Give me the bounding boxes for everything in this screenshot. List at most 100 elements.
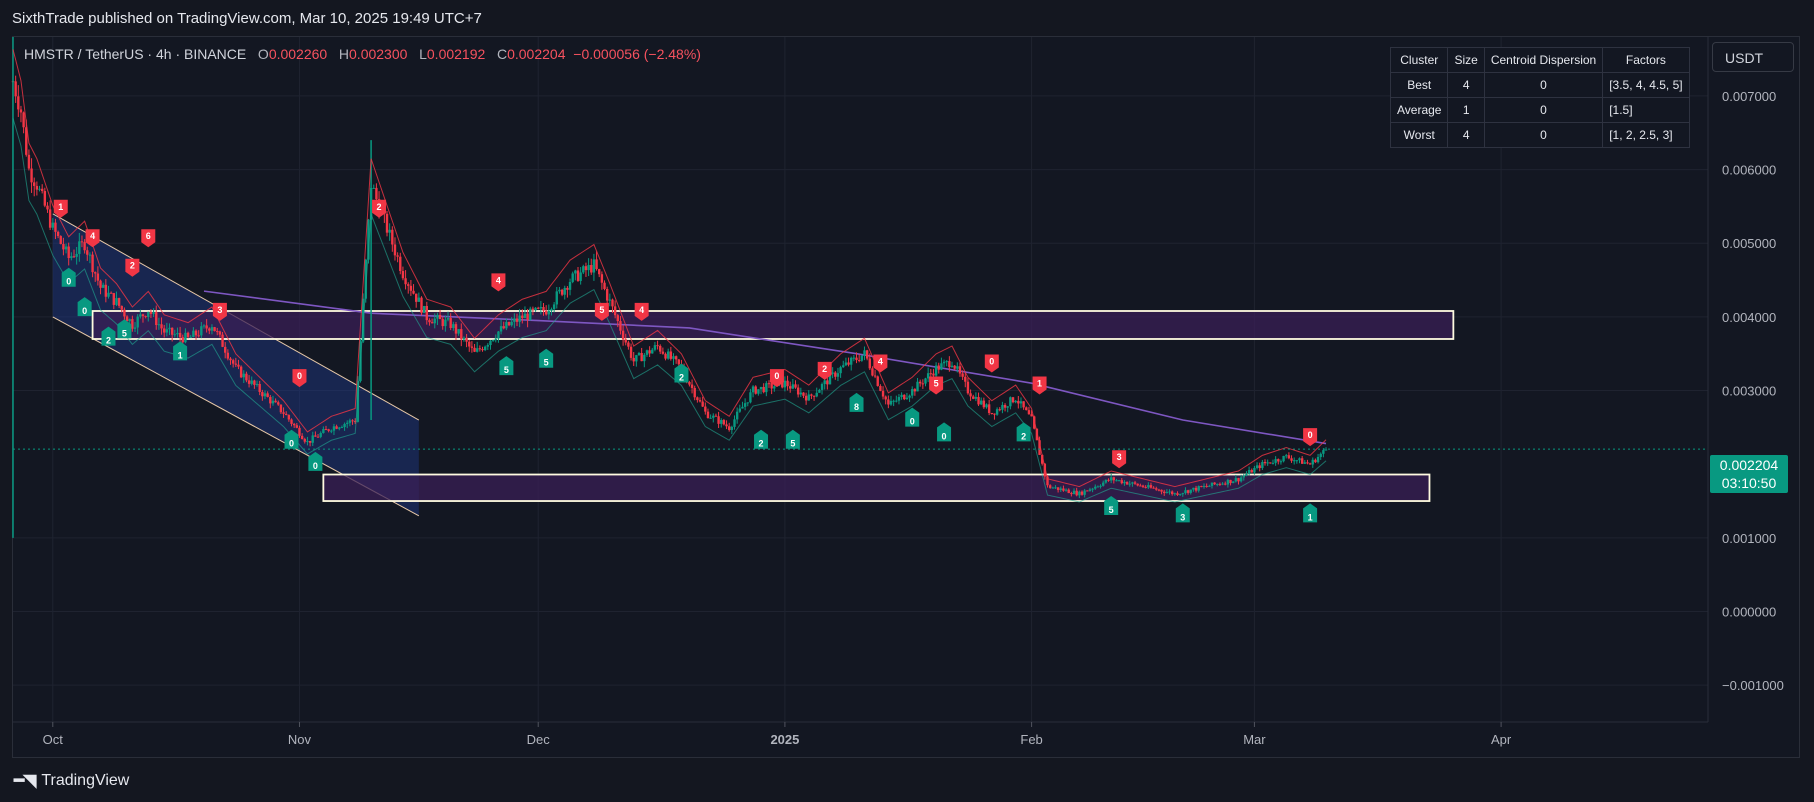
y-tick-label: 0.000000 — [1722, 605, 1776, 620]
buy-signal[interactable]: 5 — [1104, 496, 1119, 516]
candle-body — [807, 394, 810, 401]
buy-signal[interactable]: 5 — [785, 429, 800, 449]
signal-label: 4 — [90, 231, 95, 241]
buy-signal[interactable]: 0 — [284, 429, 299, 449]
candle-body — [1253, 467, 1256, 473]
candle-body — [444, 319, 447, 327]
candle-body — [1022, 401, 1025, 408]
buy-signal[interactable]: 0 — [77, 297, 92, 317]
candle-body — [563, 287, 566, 295]
candle-body — [661, 351, 665, 354]
buy-signal[interactable]: 0 — [308, 451, 323, 471]
candle-body — [428, 320, 431, 323]
sell-signal[interactable]: 0 — [1303, 428, 1318, 447]
buy-signal[interactable]: 2 — [674, 363, 689, 383]
sell-signal[interactable]: 6 — [141, 229, 156, 248]
buy-signal[interactable]: 3 — [1175, 503, 1190, 523]
candle-body — [205, 325, 208, 329]
candle-body — [741, 406, 744, 409]
sell-arrow-shape — [594, 302, 609, 321]
buy-signal[interactable]: 0 — [61, 267, 76, 287]
sell-signal[interactable]: 4 — [85, 229, 100, 248]
candle-body — [900, 394, 903, 398]
candle-body — [1192, 487, 1195, 490]
candle-body — [178, 332, 182, 338]
sell-signal[interactable]: 5 — [929, 376, 944, 395]
candle-body — [937, 365, 940, 370]
x-tick-label: Apr — [1491, 732, 1512, 747]
buy-signal[interactable]: 2 — [1016, 422, 1031, 442]
buy-signal[interactable]: 8 — [849, 392, 864, 412]
candle-body — [876, 376, 879, 386]
candle-body — [1250, 469, 1253, 473]
zone-box-2[interactable] — [322, 473, 1431, 502]
candle-body — [120, 305, 123, 310]
signal-label: 1 — [1037, 379, 1042, 389]
candle-body — [818, 389, 821, 393]
candle-body — [929, 373, 932, 375]
tradingview-logo[interactable]: ━◥ TradingView — [14, 771, 129, 791]
signal-label: 1 — [58, 202, 63, 212]
candle-body — [189, 337, 192, 339]
candle-body — [1184, 490, 1187, 494]
symbol-name[interactable]: HMSTR / TetherUS · 4h · BINANCE — [24, 46, 247, 62]
candle-body — [1298, 458, 1301, 461]
tradingview-icon: ━◥ — [14, 771, 36, 790]
candle-body — [1070, 493, 1073, 495]
sell-signal[interactable]: 4 — [873, 354, 888, 373]
candle-body — [712, 415, 715, 418]
candle-body — [720, 420, 723, 424]
sell-signal[interactable]: 3 — [212, 302, 227, 321]
currency-button[interactable]: USDT — [1712, 42, 1794, 72]
buy-signal[interactable]: 5 — [499, 356, 514, 376]
sell-signal[interactable]: 1 — [53, 199, 68, 218]
sell-signal[interactable]: 2 — [372, 199, 387, 218]
candle-body — [83, 242, 86, 251]
buy-signal[interactable]: 0 — [905, 407, 920, 427]
high-label: H — [338, 46, 350, 62]
candle-body — [1277, 459, 1280, 462]
sell-signal[interactable]: 2 — [817, 361, 832, 380]
buy-signal[interactable]: 2 — [101, 326, 116, 346]
candle-body — [1178, 494, 1182, 496]
candle-body — [1149, 485, 1153, 488]
candle-body — [327, 429, 330, 431]
candle-body — [213, 327, 216, 332]
sell-signal[interactable]: 4 — [491, 273, 506, 292]
candle-body — [799, 392, 803, 395]
signal-label: 2 — [106, 336, 111, 346]
candle-body — [401, 270, 405, 279]
candle-body — [19, 109, 23, 113]
sell-signal[interactable]: 0 — [984, 354, 999, 373]
sell-signal[interactable]: 5 — [594, 302, 609, 321]
candle-body — [571, 273, 574, 282]
buy-signal[interactable]: 0 — [937, 422, 952, 442]
candle-body — [452, 324, 455, 328]
buy-signal[interactable]: 5 — [117, 319, 132, 339]
buy-signal[interactable]: 1 — [1303, 503, 1318, 523]
buy-signal[interactable]: 5 — [539, 348, 554, 368]
candle-body — [1014, 400, 1017, 403]
candle-body — [141, 314, 145, 317]
candle-body — [956, 366, 959, 369]
sell-signal[interactable]: 2 — [125, 258, 140, 277]
buy-signal[interactable]: 2 — [754, 429, 769, 449]
sell-signal[interactable]: 3 — [1112, 450, 1127, 469]
sell-signal[interactable]: 0 — [292, 369, 307, 388]
sell-signal[interactable]: 4 — [634, 302, 649, 321]
candle-body — [133, 327, 137, 329]
buy-signal[interactable]: 1 — [173, 341, 188, 361]
candle-body — [555, 291, 558, 305]
candle-body — [1258, 465, 1261, 469]
sell-signal[interactable]: 1 — [1032, 376, 1047, 395]
candle-body — [903, 394, 906, 400]
signal-label: 5 — [544, 358, 549, 368]
candle-body — [823, 380, 826, 385]
zone-box-1[interactable] — [91, 310, 1455, 340]
candle-body — [27, 154, 31, 169]
sell-arrow-shape — [634, 302, 649, 321]
sell-signal[interactable]: 0 — [769, 369, 784, 388]
header-dispersion: Centroid Dispersion — [1483, 47, 1604, 73]
candle-body — [425, 306, 429, 321]
